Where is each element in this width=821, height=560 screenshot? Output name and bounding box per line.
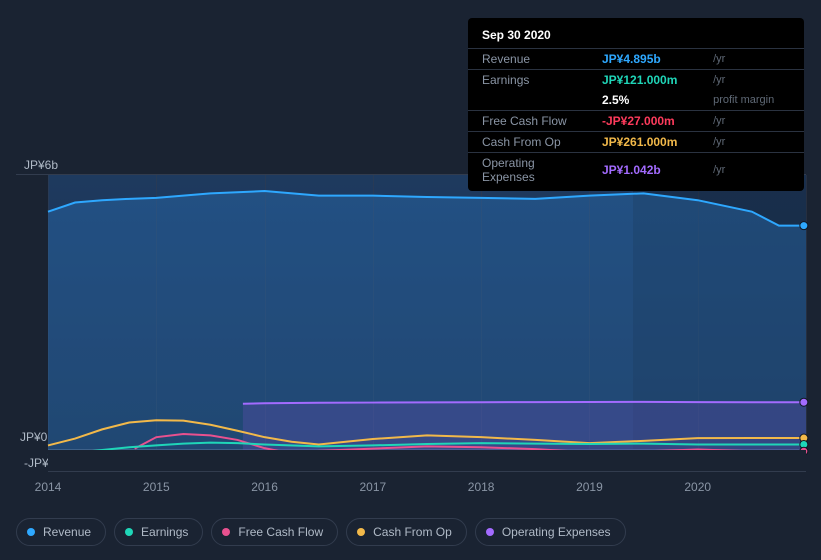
x-tick: 2018 (468, 480, 495, 494)
legend-label: Operating Expenses (502, 525, 611, 539)
chart-negative-band (48, 450, 806, 472)
tooltip-row-subvalue: 2.5% (588, 90, 713, 111)
legend-dot-icon (486, 528, 494, 536)
tooltip-row-label: Cash From Op (468, 132, 588, 153)
x-axis: 2014 2015 2016 2017 2018 2019 2020 (24, 480, 806, 500)
tooltip-row-value: JP¥4.895b (588, 49, 713, 70)
x-tick: 2014 (35, 480, 62, 494)
legend-label: Earnings (141, 525, 188, 539)
legend: Revenue Earnings Free Cash Flow Cash From O… (16, 518, 626, 546)
tooltip-row-value: JP¥1.042b (588, 153, 713, 188)
y-label-top: JP¥6b (24, 158, 58, 172)
legend-dot-icon (357, 528, 365, 536)
tooltip-row-label: Operating Expenses (468, 153, 588, 188)
x-tick: 2016 (251, 480, 278, 494)
marker-opex (800, 398, 808, 406)
marker-revenue (800, 222, 808, 230)
legend-item-cfo[interactable]: Cash From Op (346, 518, 467, 546)
y-label-zero: JP¥0 (20, 430, 47, 444)
legend-label: Cash From Op (373, 525, 452, 539)
tooltip-row-unit: /yr (713, 132, 804, 153)
legend-dot-icon (125, 528, 133, 536)
tooltip-row-unit: /yr (713, 111, 804, 132)
x-tick: 2019 (576, 480, 603, 494)
chart-svg (48, 175, 806, 480)
tooltip-date: Sep 30 2020 (468, 28, 804, 48)
chart-plot[interactable] (48, 175, 806, 450)
tooltip-row-value: -JP¥27.000m (588, 111, 713, 132)
tooltip-row-value: JP¥121.000m (588, 70, 713, 91)
x-tick: 2020 (684, 480, 711, 494)
x-tick: 2017 (359, 480, 386, 494)
legend-label: Revenue (43, 525, 91, 539)
tooltip-table: RevenueJP¥4.895b/yr EarningsJP¥121.000m/y… (468, 48, 804, 187)
tooltip-row-sublabel: profit margin (713, 90, 804, 111)
legend-item-opex[interactable]: Operating Expenses (475, 518, 626, 546)
legend-dot-icon (222, 528, 230, 536)
legend-item-earnings[interactable]: Earnings (114, 518, 203, 546)
legend-item-revenue[interactable]: Revenue (16, 518, 106, 546)
tooltip-row-unit: /yr (713, 153, 804, 188)
legend-label: Free Cash Flow (238, 525, 323, 539)
tooltip-row-label: Free Cash Flow (468, 111, 588, 132)
tooltip-panel: Sep 30 2020 RevenueJP¥4.895b/yrEarningsJ… (468, 18, 804, 191)
legend-dot-icon (27, 528, 35, 536)
tooltip-row-unit: /yr (713, 49, 804, 70)
gridline (806, 175, 807, 449)
tooltip-row-unit: /yr (713, 70, 804, 91)
x-tick: 2015 (143, 480, 170, 494)
legend-item-fcf[interactable]: Free Cash Flow (211, 518, 338, 546)
tooltip-row-label: Revenue (468, 49, 588, 70)
tooltip-row-value: JP¥261.000m (588, 132, 713, 153)
tooltip-row-label: Earnings (468, 70, 588, 91)
